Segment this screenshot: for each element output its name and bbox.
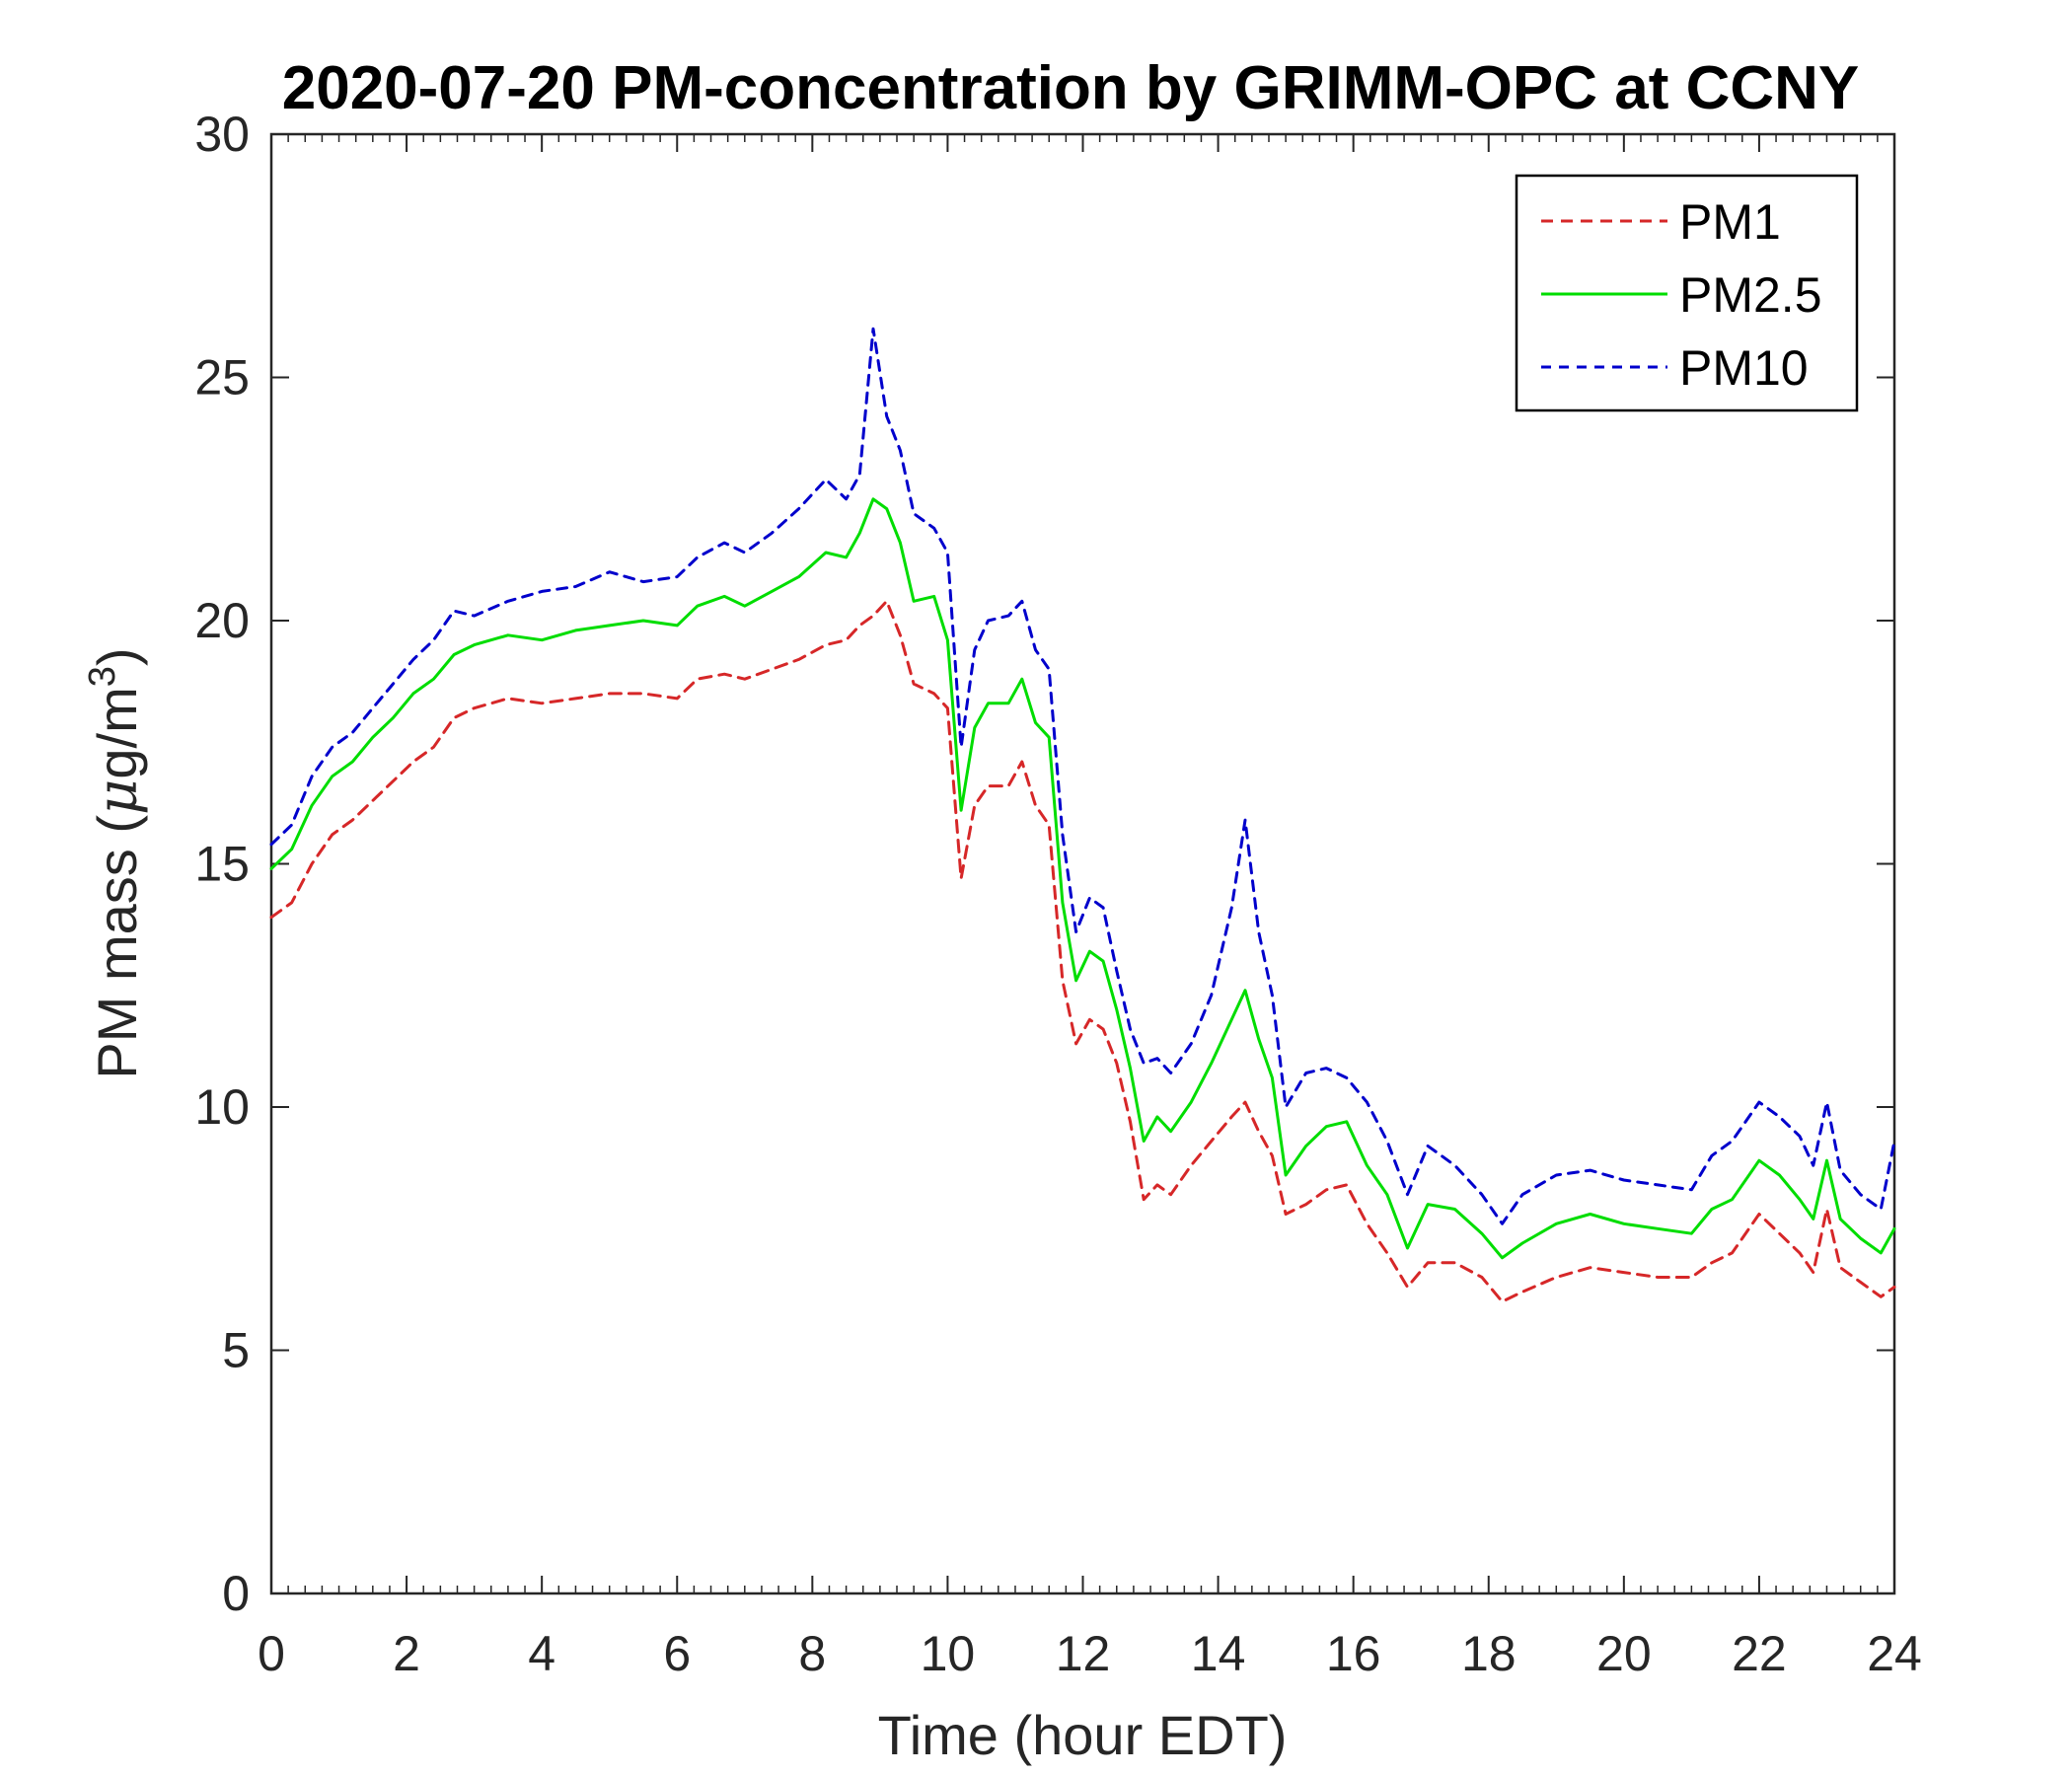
- x-tick-label: 0: [258, 1626, 285, 1681]
- y-tick-labels: 0 5 10 15 20 25 30: [194, 107, 250, 1621]
- x-tick-label: 4: [528, 1626, 555, 1681]
- y-tick-label: 10: [194, 1079, 250, 1135]
- series-lines: [269, 327, 1896, 1303]
- x-tick-label: 6: [663, 1626, 691, 1681]
- y-tick-label: 20: [194, 593, 250, 648]
- chart-title: 2020-07-20 PM-concentration by GRIMM-OPC…: [282, 54, 1860, 122]
- y-axis-label-close: ): [86, 647, 148, 666]
- y-tick-label: 15: [194, 837, 250, 892]
- x-axis-label: Time (hour EDT): [878, 1704, 1288, 1766]
- x-tick-label: 16: [1326, 1626, 1381, 1681]
- series-line-pm1: [269, 599, 1896, 1303]
- x-tick-label: 14: [1191, 1626, 1246, 1681]
- x-tick-label: 2: [393, 1626, 420, 1681]
- x-tick-label: 18: [1461, 1626, 1517, 1681]
- y-tick-label: 5: [222, 1323, 250, 1378]
- legend-label-pm2-5: PM2.5: [1679, 267, 1822, 323]
- x-tick-labels: 0 2 4 6 8 10 12 14 16 18 20 22 24: [258, 1626, 1922, 1681]
- legend: PM1 PM2.5 PM10: [1515, 174, 1859, 412]
- y-tick-label: 25: [194, 350, 250, 406]
- x-tick-label: 24: [1867, 1626, 1922, 1681]
- legend-label-pm10: PM10: [1679, 340, 1809, 396]
- y-axis-label-mu: μ: [86, 779, 150, 815]
- y-axis-label-unit: g/m: [86, 687, 148, 778]
- y-axis-label-superscript: 3: [82, 666, 123, 687]
- series-line-pm2-5: [269, 497, 1896, 1260]
- y-axis-label: PM mass (μg/m3): [82, 647, 150, 1078]
- series-line-pm10: [269, 327, 1896, 1225]
- y-tick-label: 0: [222, 1566, 250, 1621]
- y-tick-label: 30: [194, 107, 250, 162]
- x-tick-label: 12: [1056, 1626, 1111, 1681]
- legend-label-pm1: PM1: [1679, 194, 1781, 250]
- y-axis-label-main: PM mass (: [86, 815, 148, 1079]
- x-tick-label: 8: [798, 1626, 826, 1681]
- x-tick-label: 10: [921, 1626, 976, 1681]
- major-ticks: [270, 133, 1895, 1594]
- x-tick-label: 20: [1596, 1626, 1652, 1681]
- x-tick-label: 22: [1732, 1626, 1787, 1681]
